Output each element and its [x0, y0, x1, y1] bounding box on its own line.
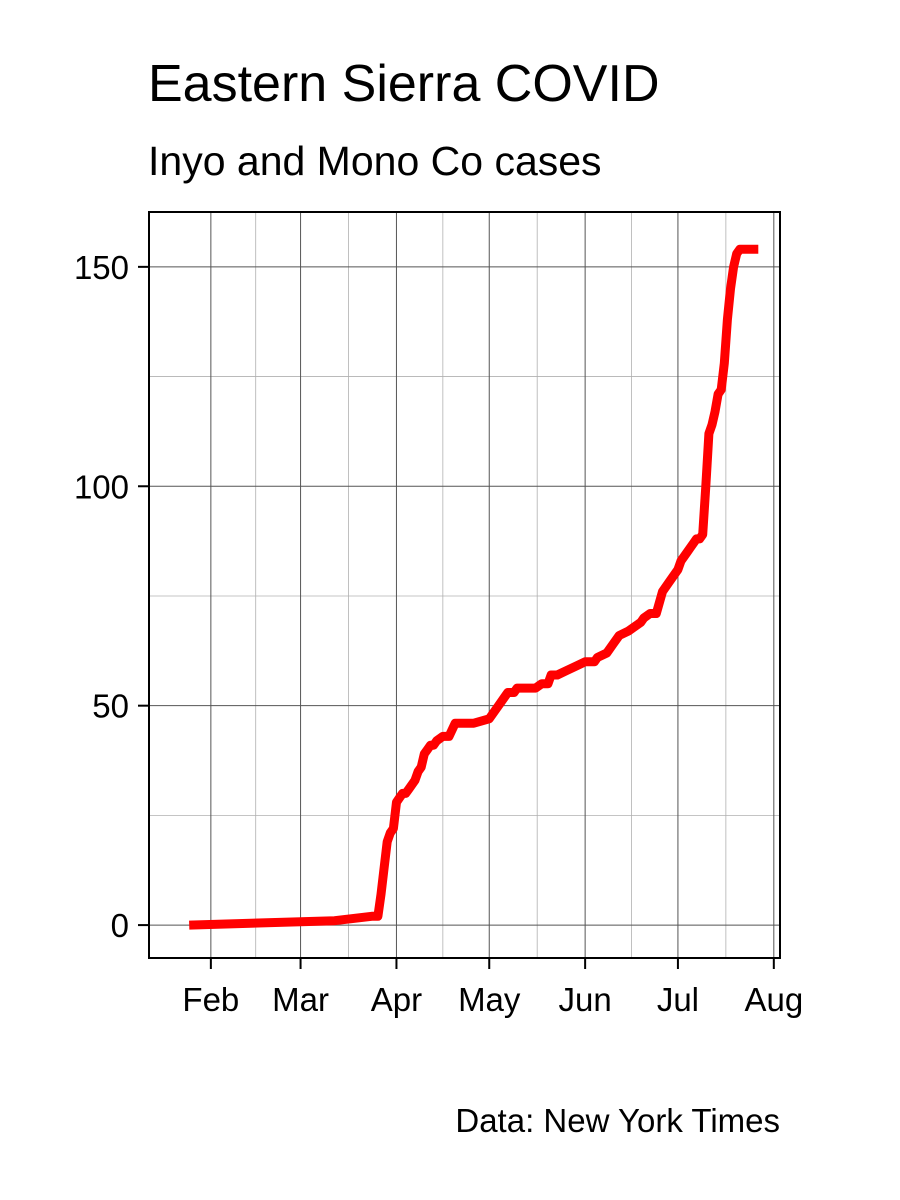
- chart-subtitle: Inyo and Mono Co cases: [148, 138, 602, 184]
- y-tick-label: 100: [74, 468, 129, 505]
- chart-caption: Data: New York Times: [455, 1102, 780, 1139]
- x-axis: Feb Mar Apr May Jun Jul Aug: [182, 958, 803, 1018]
- x-tick-label: May: [458, 981, 521, 1018]
- x-tick-label: Aug: [744, 981, 803, 1018]
- y-tick-label: 150: [74, 249, 129, 286]
- grid-major: [149, 212, 780, 958]
- x-tick-label: Feb: [182, 981, 239, 1018]
- x-tick-label: Mar: [272, 981, 329, 1018]
- y-tick-label: 0: [111, 907, 129, 944]
- grid-minor: [149, 212, 780, 958]
- x-tick-label: Jul: [657, 981, 699, 1018]
- series-line-cases: [189, 244, 760, 930]
- plot-panel: [148, 211, 781, 959]
- series-layer: [189, 244, 760, 930]
- y-axis: 0 50 100 150: [74, 249, 149, 944]
- chart-title: Eastern Sierra COVID: [148, 55, 660, 113]
- x-tick-label: Apr: [371, 981, 422, 1018]
- y-tick-label: 50: [92, 688, 129, 725]
- x-tick-label: Jun: [559, 981, 612, 1018]
